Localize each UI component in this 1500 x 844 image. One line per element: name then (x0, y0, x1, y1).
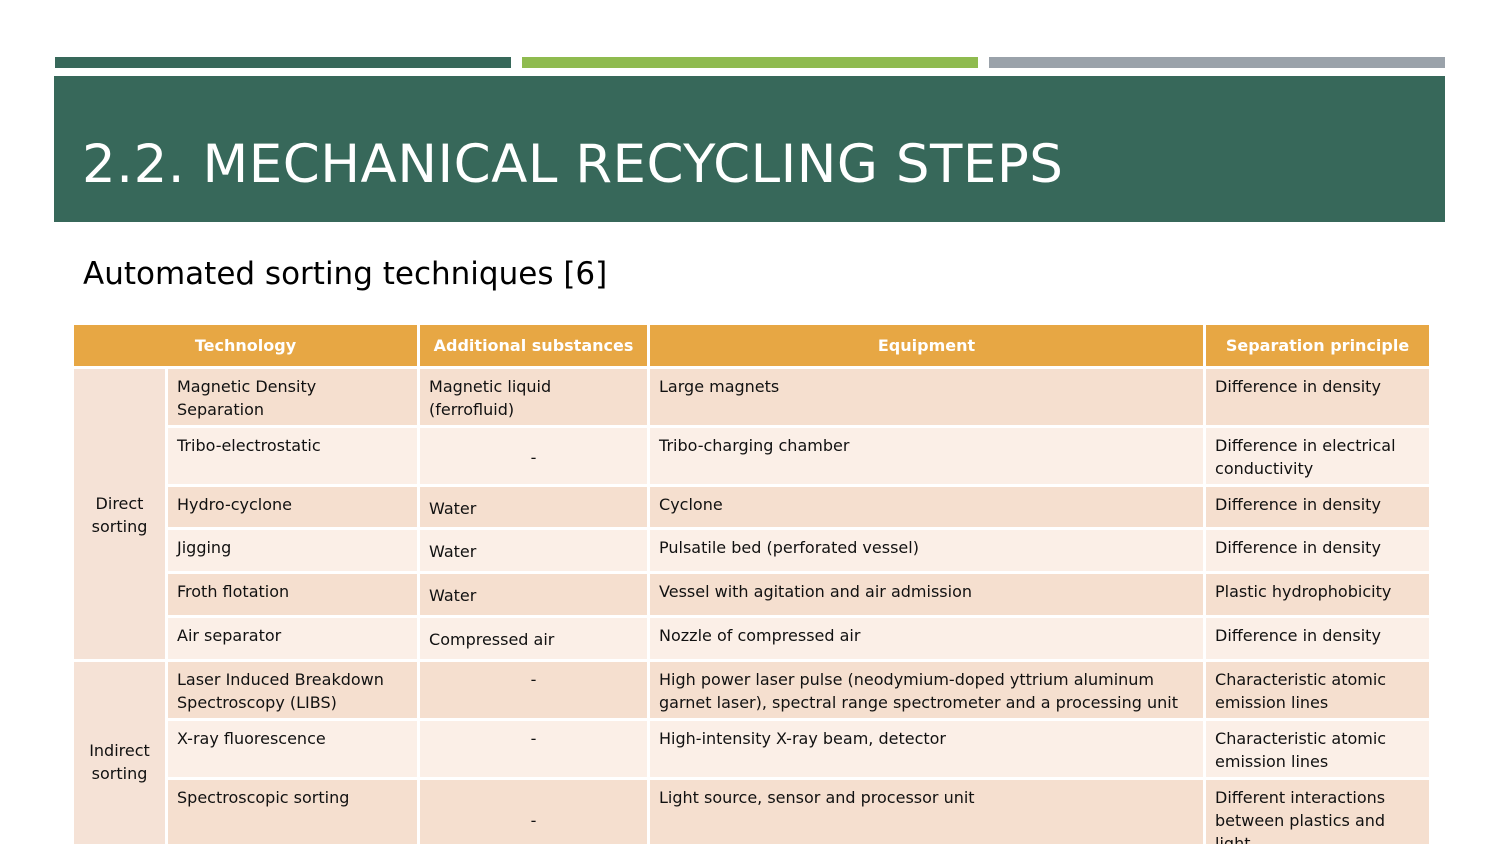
header-separation-principle: Separation principle (1203, 322, 1433, 369)
cell-principle: Difference in density (1203, 484, 1433, 530)
cell-technology: Hydro-cyclone (164, 484, 421, 530)
cell-equipment: Pulsatile bed (perforated vessel) (647, 527, 1207, 574)
table-row: Spectroscopic sorting - Light source, se… (73, 777, 1433, 844)
table-header-row: Technology Additional substances Equipme… (70, 322, 1433, 369)
cell-principle: Difference in density (1203, 615, 1433, 662)
cell-technology: Froth flotation (164, 571, 421, 618)
cell-equipment: Tribo-charging chamber (647, 425, 1207, 487)
cell-principle: Characteristic atomic emission lines (1203, 659, 1433, 721)
cell-technology: X-ray fluorescence (164, 718, 421, 780)
cell-technology: Magnetic Density Separation (164, 366, 421, 428)
table-row: Tribo-electrostatic - Tribo-charging cha… (73, 425, 1433, 487)
cell-additional: Water (417, 484, 651, 530)
table-row: X-ray fluorescence - High-intensity X-ra… (73, 718, 1433, 780)
slide-subtitle: Automated sorting techniques [6] (83, 256, 608, 292)
group-direct-sorting: Direct sorting (71, 366, 168, 662)
sorting-techniques-table: Technology Additional substances Equipme… (70, 322, 1433, 844)
header-additional-substances: Additional substances (417, 322, 651, 369)
cell-additional: Compressed air (417, 615, 651, 662)
cell-equipment: High-intensity X-ray beam, detector (647, 718, 1207, 780)
cell-additional: - (417, 718, 651, 780)
cell-technology: Air separator (164, 615, 421, 662)
table-row: Hydro-cyclone Water Cyclone Difference i… (73, 484, 1433, 530)
group-indirect-sorting: Indirect sorting (71, 659, 168, 844)
cell-principle: Different interactions between plastics … (1203, 777, 1433, 844)
table-row: Jigging Water Pulsatile bed (perforated … (73, 527, 1433, 574)
cell-technology: Spectroscopic sorting (164, 777, 421, 844)
cell-principle: Difference in density (1203, 366, 1433, 428)
title-band: 2.2. MECHANICAL RECYCLING STEPS (54, 76, 1445, 222)
cell-additional: - (417, 659, 651, 721)
slide-title: 2.2. MECHANICAL RECYCLING STEPS (82, 134, 1064, 195)
table-row: Froth flotation Water Vessel with agitat… (73, 571, 1433, 618)
accent-bar-light-green (522, 57, 978, 68)
cell-equipment: Vessel with agitation and air admission (647, 571, 1207, 618)
cell-equipment: Nozzle of compressed air (647, 615, 1207, 662)
cell-additional: - (417, 777, 651, 844)
header-equipment: Equipment (647, 322, 1207, 369)
accent-bar-grey (989, 57, 1445, 68)
header-technology: Technology (70, 322, 421, 369)
cell-additional: - (417, 425, 651, 487)
table-row: Direct sorting Magnetic Density Separati… (71, 366, 1433, 662)
cell-principle: Difference in density (1203, 527, 1433, 574)
cell-principle: Plastic hydrophobicity (1203, 571, 1433, 618)
table-row: Indirect sorting Laser Induced Breakdown… (71, 659, 1433, 844)
cell-principle: Difference in electrical conductivity (1203, 425, 1433, 487)
cell-additional: Water (417, 571, 651, 618)
table-row: Air separator Compressed air Nozzle of c… (73, 615, 1433, 662)
accent-bar-dark-green (55, 57, 511, 68)
cell-additional: Water (417, 527, 651, 574)
cell-equipment: Cyclone (647, 484, 1207, 530)
cell-technology: Laser Induced Breakdown Spectroscopy (LI… (164, 659, 421, 721)
cell-additional: Magnetic liquid (ferrofluid) (417, 366, 651, 428)
cell-principle: Characteristic atomic emission lines (1203, 718, 1433, 780)
cell-technology: Jigging (164, 527, 421, 574)
cell-equipment: Large magnets (647, 366, 1207, 428)
cell-technology: Tribo-electrostatic (164, 425, 421, 487)
cell-equipment: High power laser pulse (neodymium-doped … (647, 659, 1207, 721)
cell-equipment: Light source, sensor and processor unit (647, 777, 1207, 844)
